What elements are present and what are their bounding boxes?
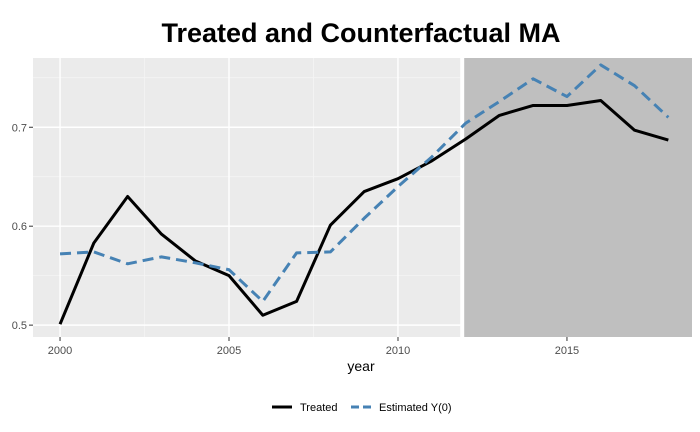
chart-title: Treated and Counterfactual MA	[161, 18, 560, 48]
legend: Treated Estimated Y(0)	[272, 402, 452, 414]
x-tick-label: 2005	[217, 345, 241, 357]
x-tick-label: 2000	[48, 345, 72, 357]
y-axis-ticks: 0.5 0.6 0.7	[12, 122, 33, 332]
x-axis-ticks: 2000 2005 2010 2015	[48, 337, 579, 357]
post-treatment-region	[462, 58, 692, 337]
x-tick-label: 2010	[386, 345, 410, 357]
x-tick-label: 2015	[555, 345, 579, 357]
y-tick-label: 0.5	[12, 320, 27, 332]
plot-panel	[33, 58, 692, 337]
series-line-estimated-y0	[59, 63, 670, 303]
legend-label-treated: Treated	[300, 402, 338, 414]
x-axis-label: year	[347, 358, 375, 374]
y-tick-label: 0.6	[12, 221, 27, 233]
legend-label-estimated-y0: Estimated Y(0)	[379, 402, 452, 414]
series-line-treated	[58, 99, 669, 325]
y-tick-label: 0.7	[12, 122, 27, 134]
